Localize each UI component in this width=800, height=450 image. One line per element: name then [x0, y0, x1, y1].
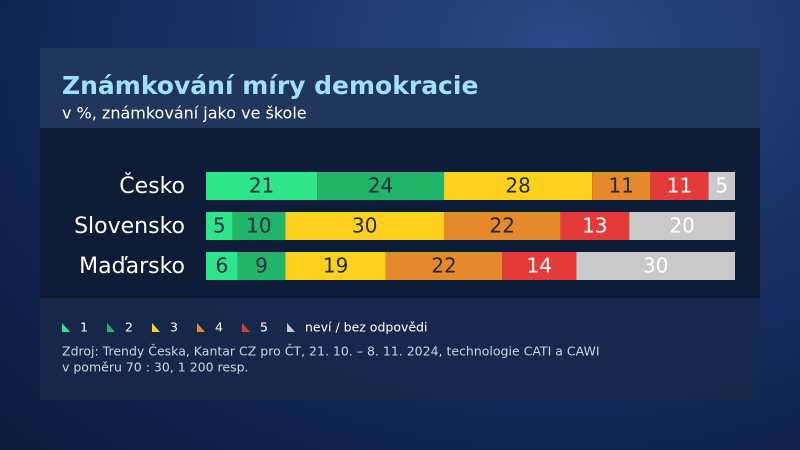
- bar-segment: [237, 252, 286, 280]
- chart-subtitle: v %, známkování jako ve škole: [62, 104, 307, 123]
- legend-label: 3: [170, 320, 178, 335]
- value-label: 22: [490, 214, 515, 238]
- value-label: 5: [213, 214, 226, 238]
- bar-segment: [650, 172, 709, 200]
- legend-label: 5: [260, 320, 268, 335]
- value-label: 9: [255, 254, 268, 278]
- category-label: Maďarsko: [79, 254, 185, 279]
- value-label: 14: [527, 254, 552, 278]
- bar-segment: [444, 172, 593, 200]
- value-label: 11: [609, 174, 634, 198]
- bar-segment: [592, 172, 651, 200]
- legend-marker: [62, 323, 70, 332]
- legend-label: 2: [125, 320, 133, 335]
- value-label: 30: [643, 254, 668, 278]
- legend-marker: [197, 323, 205, 332]
- value-label: 5: [715, 174, 728, 198]
- bar-segment: [560, 212, 630, 240]
- legend-marker: [152, 323, 160, 332]
- value-label: 22: [431, 254, 456, 278]
- bar-segment: [206, 172, 318, 200]
- bar-segment: [206, 252, 238, 280]
- legend-marker: [287, 323, 295, 332]
- legend-marker: [242, 323, 250, 332]
- value-label: 21: [249, 174, 274, 198]
- value-label: 24: [368, 174, 393, 198]
- source-note: Zdroj: Trendy Česka, Kantar CZ pro ČT, 2…: [62, 344, 600, 359]
- category-label: Česko: [119, 173, 185, 199]
- value-label: 11: [667, 174, 692, 198]
- value-label: 10: [246, 214, 271, 238]
- bar-segment: [285, 212, 445, 240]
- value-label: 19: [323, 254, 348, 278]
- value-label: 13: [582, 214, 607, 238]
- category-label: Slovensko: [74, 214, 185, 239]
- source-note: v poměru 70 : 30, 1 200 resp.: [62, 360, 249, 375]
- chart-title: Známkování míry demokracie: [62, 71, 478, 100]
- bar-segment: [206, 212, 233, 240]
- bar-segment: [317, 172, 445, 200]
- legend-marker: [107, 323, 115, 332]
- value-label: 28: [505, 174, 530, 198]
- bar-segment: [708, 172, 735, 200]
- bar-segment: [285, 252, 386, 280]
- value-label: 20: [669, 214, 694, 238]
- bar-segment: [576, 252, 735, 280]
- legend-label: 4: [215, 320, 223, 335]
- bar-segment: [385, 252, 503, 280]
- bar-segment: [629, 212, 735, 240]
- bar-segment: [444, 212, 561, 240]
- legend-label: neví / bez odpovědi: [305, 320, 427, 335]
- header-panel: [40, 48, 760, 128]
- legend-label: 1: [80, 320, 88, 335]
- bar-segment: [502, 252, 577, 280]
- bar-segment: [232, 212, 286, 240]
- value-label: 30: [352, 214, 377, 238]
- value-label: 6: [216, 254, 229, 278]
